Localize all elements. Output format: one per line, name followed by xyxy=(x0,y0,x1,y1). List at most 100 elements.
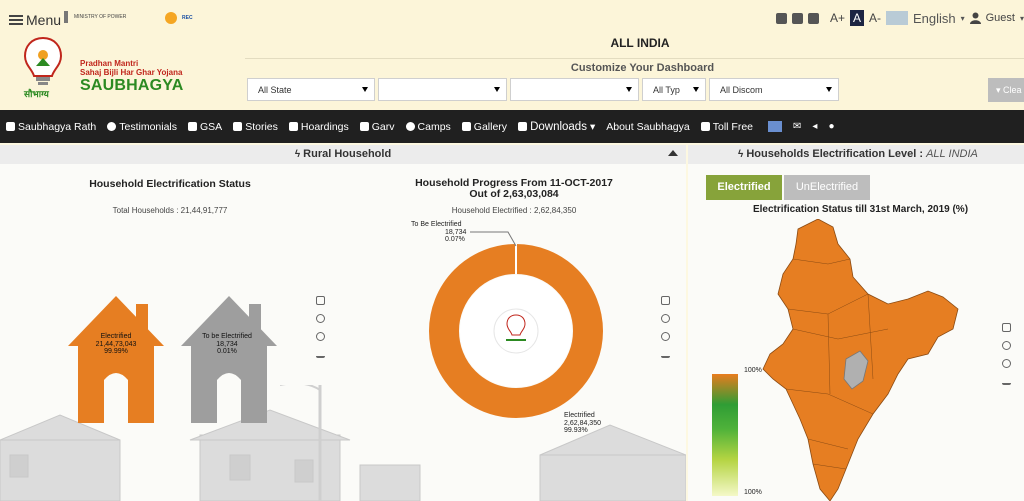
rec-logo: REC xyxy=(164,11,193,25)
type-select[interactable]: All Typ xyxy=(642,78,706,101)
discom-select[interactable]: All Discom xyxy=(709,78,839,101)
info-icon[interactable] xyxy=(1002,341,1011,350)
download-icon[interactable] xyxy=(1002,377,1011,385)
nav-garv[interactable]: Garv xyxy=(359,121,395,133)
nav-gallery[interactable]: Gallery xyxy=(461,121,507,133)
caret-down-icon: ▾ xyxy=(589,120,596,133)
main-nav: Saubhagya Rath Testimonials GSA Stories … xyxy=(0,110,1024,143)
nav-about[interactable]: About Saubhagya xyxy=(606,120,690,133)
nav-downloads[interactable]: Downloads ▾ xyxy=(518,121,595,133)
user-icon xyxy=(969,12,981,24)
india-map xyxy=(762,219,959,501)
donut-electrified-label: Electrified 2,62,84,350 99.93% xyxy=(564,412,601,434)
electrification-level-panel: ϟ Households Electrification Level : ALL… xyxy=(688,145,1024,501)
caret-down-icon xyxy=(826,87,832,92)
total-households: Total Households : 21,44,91,777 xyxy=(112,206,228,215)
village-background-illustration xyxy=(0,385,686,501)
download-icon xyxy=(518,122,528,131)
monitor-icon[interactable] xyxy=(1002,323,1011,332)
car-icon xyxy=(188,122,198,131)
bolt-icon: ϟ xyxy=(738,149,744,160)
refresh-icon[interactable] xyxy=(1002,359,1011,368)
user-menu[interactable]: Guest xyxy=(985,12,1015,24)
info-icon[interactable] xyxy=(316,314,325,323)
donut-logo-bulb xyxy=(506,314,526,336)
microphone-icon[interactable]: ● xyxy=(828,121,835,132)
monitor-icon[interactable] xyxy=(661,296,670,305)
language-flag-icon xyxy=(885,11,908,25)
status-chart-title: Household Electrification Status xyxy=(89,178,251,190)
nav-testimonials[interactable]: Testimonials xyxy=(107,121,177,133)
tab-unelectrified[interactable]: UnElectrified xyxy=(784,175,870,200)
brand-name: SAUBHAGYA xyxy=(80,77,184,94)
font-decrease-button[interactable]: A- xyxy=(868,11,881,25)
info-icon[interactable] xyxy=(661,314,670,323)
download-icon[interactable] xyxy=(661,350,670,358)
facebook-icon[interactable] xyxy=(775,12,787,24)
refresh-icon[interactable] xyxy=(661,332,670,341)
subdistrict-select[interactable] xyxy=(510,78,639,101)
hoarding-icon xyxy=(288,122,298,131)
status-chart-tools xyxy=(316,296,325,358)
caret-down-icon xyxy=(693,87,699,92)
phone-icon xyxy=(700,122,710,131)
progress-chart-title: Household Progress From 11-OCT-2017 Out … xyxy=(415,177,613,200)
panel-title: Rural Household xyxy=(303,148,392,160)
electrified-house-label: Electrified 21,44,73,043 99.99% xyxy=(95,333,137,355)
electrified-house-icon xyxy=(68,296,164,423)
camera-icon xyxy=(461,122,471,131)
menu-label: Menu xyxy=(26,12,62,28)
brand-hindi: सौभाग्य xyxy=(24,89,49,99)
caret-down-icon xyxy=(362,87,368,92)
download-icon[interactable] xyxy=(316,350,325,358)
customize-title: Customize Your Dashboard xyxy=(245,58,1024,75)
users-icon xyxy=(405,122,415,131)
district-select[interactable] xyxy=(378,78,507,101)
tobe-electrified-house-label: To be Electrified 18,734 0.01% xyxy=(202,333,252,355)
nav-hoardings[interactable]: Hoardings xyxy=(288,121,349,133)
map-title: Electrification Status till 31st March, … xyxy=(752,204,969,215)
panel-header: ϟ Households Electrification Level : ALL… xyxy=(688,145,1024,164)
clear-button[interactable]: ▾ Clea xyxy=(988,78,1024,102)
progress-chart-tools xyxy=(661,296,670,358)
state-select[interactable]: All State xyxy=(247,78,375,101)
nav-saubhagya-rath[interactable]: Saubhagya Rath xyxy=(6,121,96,133)
dashboard-icon xyxy=(359,122,369,131)
caret-down-icon xyxy=(494,87,500,92)
donut-tobe-label: To Be Electrified 18,734 0.07% xyxy=(411,221,467,243)
language-chevron-down-icon[interactable]: ▾ xyxy=(960,13,965,23)
legend-bottom-value: 100% xyxy=(744,489,762,496)
ministry-logo: MINISTRY OF POWER xyxy=(62,11,126,23)
monitor-icon[interactable] xyxy=(316,296,325,305)
volume-icon[interactable]: ◂ xyxy=(812,121,818,132)
legend-top-value: 100% xyxy=(744,367,762,374)
map-tools xyxy=(1002,323,1011,385)
yojana-name: Pradhan Mantri Sahaj Bijli Har Ghar Yoja… xyxy=(80,59,183,77)
header-tools: A+ A A- English ▾ Guest ▾ xyxy=(775,8,1024,28)
panel-header: ϟ Rural Household xyxy=(0,145,686,164)
refresh-icon[interactable] xyxy=(316,332,325,341)
twitter-icon[interactable] xyxy=(791,12,803,24)
bolt-icon: ϟ xyxy=(294,149,301,160)
envelope-icon[interactable]: ✉ xyxy=(793,121,802,132)
map-legend-gradient xyxy=(712,374,738,496)
font-increase-button[interactable]: A+ xyxy=(829,11,845,25)
font-normal-button[interactable]: A xyxy=(849,10,864,26)
tobe-leader-line xyxy=(470,231,517,247)
nav-toll-free[interactable]: Toll Free xyxy=(700,121,753,133)
youtube-icon[interactable] xyxy=(807,12,819,24)
language-select[interactable]: English xyxy=(912,10,956,26)
unelectrified-house-icon xyxy=(181,296,277,423)
tab-electrified[interactable]: Electrified xyxy=(706,175,782,200)
nav-gsa[interactable]: GSA xyxy=(188,121,222,133)
map-state-borders xyxy=(785,258,889,470)
collapse-icon[interactable] xyxy=(668,150,678,156)
user-chevron-down-icon[interactable]: ▾ xyxy=(1019,13,1024,23)
hamburger-icon xyxy=(9,13,23,27)
nav-camps[interactable]: Camps xyxy=(405,121,451,133)
saubhagya-bulb-logo xyxy=(23,36,63,85)
menu-button[interactable]: Menu xyxy=(9,12,61,28)
book-icon xyxy=(233,122,243,131)
nav-stories[interactable]: Stories xyxy=(233,121,278,133)
app-screen-icon[interactable] xyxy=(768,121,783,132)
